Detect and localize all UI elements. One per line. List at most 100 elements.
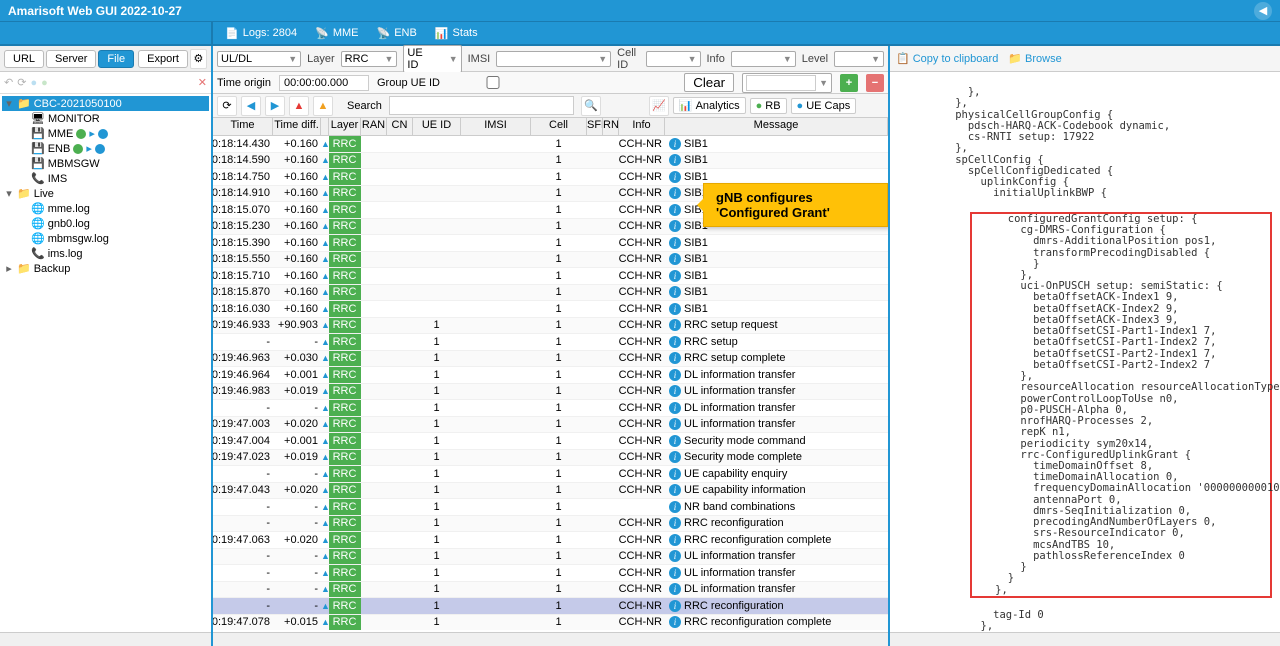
level-label: Level <box>802 53 828 65</box>
browse-button[interactable]: 📁Browse <box>1008 52 1061 65</box>
tree-item[interactable]: 💾MBMSGW <box>2 156 209 171</box>
cellid-combo[interactable]: ▼ <box>646 51 701 67</box>
tree-item[interactable]: 🌐gnb0.log <box>2 216 209 231</box>
tree-item[interactable]: 🖥MONITOR <box>2 111 209 126</box>
search-label: Search <box>347 100 382 112</box>
cellid-label: Cell ID <box>617 47 639 71</box>
warn-icon[interactable]: ▲ <box>289 96 309 116</box>
clear-combo[interactable]: ▼ <box>742 73 832 93</box>
log-row[interactable]: 10:18:14.430+0.160▲RRC1BCCH-NRiSIB1 <box>213 136 888 153</box>
tab-enb[interactable]: 📡ENB <box>369 23 425 43</box>
tree-item[interactable]: ▸📁Backup <box>2 261 209 276</box>
url-button[interactable]: URL <box>4 50 44 68</box>
uecaps-chip[interactable]: ●UE Caps <box>791 98 857 114</box>
time-origin-input[interactable] <box>279 75 369 91</box>
collapse-icon[interactable]: ◀ <box>1254 2 1272 20</box>
log-panel: UL/DL▼ Layer RRC▼ UE ID▼ IMSI ▼ Cell ID … <box>213 46 890 646</box>
tree-item[interactable]: 🌐mbmsgw.log <box>2 231 209 246</box>
search-bar: ⟳ ◀ ▶ ▲ ▲ Search 🔍 📈 📊Analytics ●RB ●UE … <box>213 94 888 118</box>
level-combo[interactable]: ▼ <box>834 51 884 67</box>
group-ue-checkbox[interactable] <box>448 76 538 89</box>
detail-toolbar: 📋Copy to clipboard 📁Browse <box>890 46 1280 72</box>
log-row[interactable]: 10:19:47.043+0.020▲RRC11DCCH-NRiUE capab… <box>213 483 888 500</box>
log-row[interactable]: 10:18:15.390+0.160▲RRC1BCCH-NRiSIB1 <box>213 235 888 252</box>
remove-button[interactable]: − <box>866 74 884 92</box>
detail-pre: }, }, physicalCellGroupConfig { pdsch-HA… <box>892 87 1278 199</box>
tree-item[interactable]: 📞IMS <box>2 171 209 186</box>
tab-mme[interactable]: 📡MME <box>307 23 366 43</box>
logs-icon: 📄 <box>225 27 239 40</box>
log-row[interactable]: 10:18:15.550+0.160▲RRC1BCCH-NRiSIB1 <box>213 252 888 269</box>
detail-text[interactable]: }, }, physicalCellGroupConfig { pdsch-HA… <box>890 72 1280 632</box>
server-button[interactable]: Server <box>46 50 96 68</box>
tree-item[interactable]: ▾📁Live <box>2 186 209 201</box>
log-row[interactable]: 10:19:47.023+0.019▲RRC11DCCH-NRiSecurity… <box>213 450 888 467</box>
logs-count[interactable]: 📄 Logs: 2804 <box>217 27 305 40</box>
uldl-combo[interactable]: UL/DL▼ <box>217 51 301 67</box>
log-row[interactable]: --▲RRC11iNR band combinations <box>213 499 888 516</box>
back-icon[interactable]: ◀ <box>241 96 261 116</box>
export-button[interactable]: Export <box>138 50 188 68</box>
highlight-box: configuredGrantConfig setup: { cg-DMRS-C… <box>970 212 1272 598</box>
time-bar: Time origin Group UE ID Clear ▼ + − <box>213 72 888 94</box>
detail-post: tag-Id 0 }, } }, }, dedicatedNAS-Message… <box>892 610 1278 632</box>
log-row[interactable]: 10:19:46.983+0.019▲RRC11DCCH-NRiUL infor… <box>213 384 888 401</box>
log-header: Time Time diff. Layer RAN CN UE ID IMSI … <box>213 118 888 136</box>
forward-icon[interactable]: ▶ <box>265 96 285 116</box>
logs-label: Logs: 2804 <box>243 27 297 39</box>
log-row[interactable]: 10:18:15.870+0.160▲RRC1BCCH-NRiSIB1 <box>213 285 888 302</box>
file-button[interactable]: File <box>98 50 134 68</box>
log-row[interactable]: 10:19:46.933+90.903▲RRC11CCCH-NRiRRC set… <box>213 318 888 335</box>
app-bar: 📄 Logs: 2804 📡MME 📡ENB 📊Stats <box>0 22 1280 46</box>
tree-item[interactable]: 📞ims.log <box>2 246 209 261</box>
log-row[interactable]: --▲RRC11DCCH-NRiDL information transfer <box>213 400 888 417</box>
log-row[interactable]: --▲RRC11DCCH-NRiUE capability enquiry <box>213 466 888 483</box>
log-row[interactable]: --▲RRC11DCCH-NRiUL information transfer <box>213 549 888 566</box>
ueid-combo[interactable]: UE ID▼ <box>403 45 461 73</box>
info-label: Info <box>707 53 725 65</box>
log-row[interactable]: --▲RRC11DCCH-NRiRRC reconfiguration <box>213 516 888 533</box>
sidebar-icons: ↶⟳●● ✕ <box>0 72 211 94</box>
tree-item[interactable]: 🌐mme.log <box>2 201 209 216</box>
chart-icon[interactable]: 📈 <box>649 96 669 116</box>
caution-icon[interactable]: ▲ <box>313 96 333 116</box>
search-icon[interactable]: 🔍 <box>581 96 601 116</box>
log-row[interactable]: --▲RRC11CCCH-NRiRRC setup <box>213 334 888 351</box>
tree-item[interactable]: 💾ENB ▸ <box>2 141 209 156</box>
refresh-icon[interactable]: ⟳ <box>217 96 237 116</box>
title-bar: Amarisoft Web GUI 2022-10-27 ◀ <box>0 0 1280 22</box>
tree-item[interactable]: ▾📁CBC-2021050100 <box>2 96 209 111</box>
imsi-combo[interactable]: ▼ <box>496 51 611 67</box>
log-row[interactable]: 10:19:47.078+0.015▲RRC11DCCH-NRiRRC reco… <box>213 615 888 631</box>
log-row[interactable]: --▲RRC11DCCH-NRiRRC reconfiguration <box>213 598 888 615</box>
tab-stats[interactable]: 📊Stats <box>427 23 486 43</box>
imsi-label: IMSI <box>468 53 491 65</box>
rb-chip[interactable]: ●RB <box>750 98 787 114</box>
layer-combo[interactable]: RRC▼ <box>341 51 398 67</box>
layer-label: Layer <box>307 53 335 65</box>
app-title: Amarisoft Web GUI 2022-10-27 <box>8 4 182 18</box>
gear-icon[interactable]: ⚙ <box>190 49 207 69</box>
copy-button[interactable]: 📋Copy to clipboard <box>896 52 998 65</box>
log-row[interactable]: 10:19:47.004+0.001▲RRC11DCCH-NRiSecurity… <box>213 433 888 450</box>
callout-label: gNB configures 'Configured Grant' <box>703 183 888 227</box>
log-row[interactable]: 10:18:15.710+0.160▲RRC1BCCH-NRiSIB1 <box>213 268 888 285</box>
copy-icon: 📋 <box>896 52 910 65</box>
log-row[interactable]: 10:18:14.590+0.160▲RRC1BCCH-NRiSIB1 <box>213 153 888 170</box>
tree-item[interactable]: 💾MME ▸ <box>2 126 209 141</box>
close-icon[interactable]: ✕ <box>198 76 207 89</box>
search-input[interactable] <box>389 96 574 115</box>
log-table: Time Time diff. Layer RAN CN UE ID IMSI … <box>213 118 888 632</box>
log-row[interactable]: 10:19:47.063+0.020▲RRC11DCCH-NRiRRC reco… <box>213 532 888 549</box>
group-ue-label: Group UE ID <box>377 77 440 89</box>
add-button[interactable]: + <box>840 74 858 92</box>
info-combo[interactable]: ▼ <box>731 51 796 67</box>
log-row[interactable]: --▲RRC11DCCH-NRiUL information transfer <box>213 565 888 582</box>
analytics-chip[interactable]: 📊Analytics <box>673 97 746 114</box>
log-row[interactable]: 10:19:47.003+0.020▲RRC11DCCH-NRiUL infor… <box>213 417 888 434</box>
log-row[interactable]: --▲RRC11DCCH-NRiDL information transfer <box>213 582 888 599</box>
log-row[interactable]: 10:19:46.963+0.030▲RRC11DCCH-NRiRRC setu… <box>213 351 888 368</box>
clear-button[interactable]: Clear <box>684 73 734 92</box>
log-row[interactable]: 10:19:46.964+0.001▲RRC11DCCH-NRiDL infor… <box>213 367 888 384</box>
log-row[interactable]: 10:18:16.030+0.160▲RRC1BCCH-NRiSIB1 <box>213 301 888 318</box>
